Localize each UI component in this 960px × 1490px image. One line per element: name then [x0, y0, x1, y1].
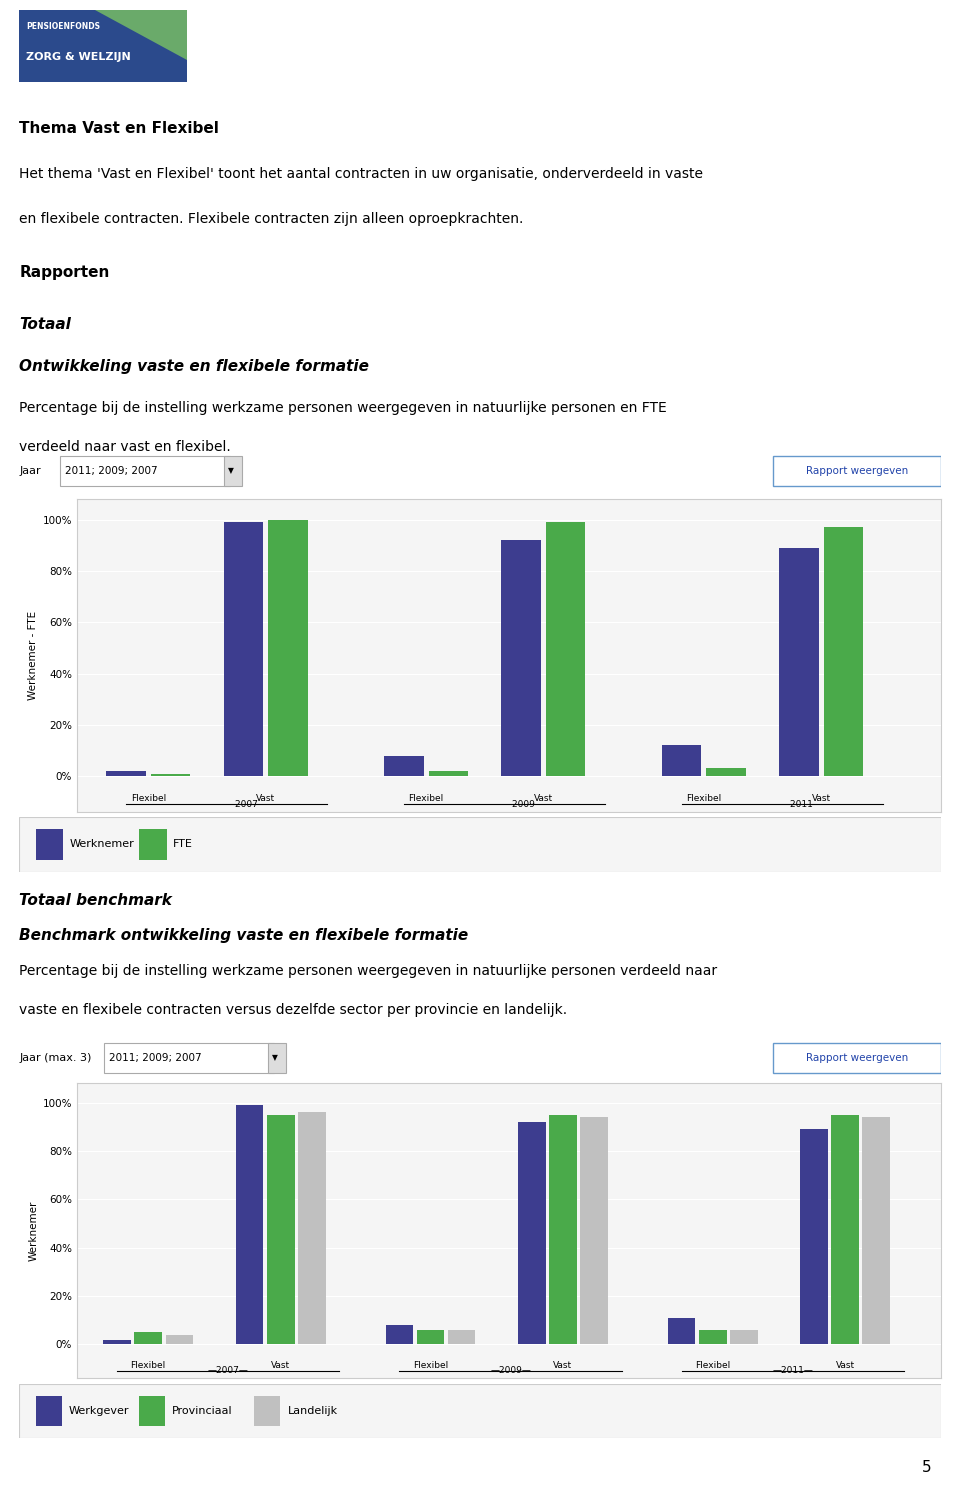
Bar [707, 769, 746, 776]
Bar [236, 1106, 263, 1344]
Bar [580, 1118, 608, 1344]
Text: ▼: ▼ [272, 1053, 277, 1062]
Bar [298, 1112, 325, 1344]
Text: Benchmark ontwikkeling vaste en flexibele formatie: Benchmark ontwikkeling vaste en flexibel… [19, 928, 468, 943]
Text: Rapporten: Rapporten [19, 265, 109, 280]
Bar [268, 520, 307, 776]
Bar [546, 522, 586, 776]
Bar [36, 828, 63, 860]
Bar [151, 773, 190, 776]
Text: Vast: Vast [835, 1362, 854, 1371]
Text: —2007—: —2007— [226, 800, 267, 809]
Text: PENSIOENFONDS: PENSIOENFONDS [26, 22, 100, 31]
Text: Het thema 'Vast en Flexibel' toont het aantal contracten in uw organisatie, onde: Het thema 'Vast en Flexibel' toont het a… [19, 167, 703, 180]
Text: en flexibele contracten. Flexibele contracten zijn alleen oproepkrachten.: en flexibele contracten. Flexibele contr… [19, 213, 523, 226]
Text: ZORG & WELZIJN: ZORG & WELZIJN [26, 52, 131, 63]
Text: Vast: Vast [256, 794, 276, 803]
Text: Jaar (max. 3): Jaar (max. 3) [19, 1053, 91, 1062]
Bar [773, 456, 941, 486]
Bar [699, 1331, 727, 1344]
Bar [139, 828, 167, 860]
Bar [824, 527, 863, 776]
Bar [104, 1340, 131, 1344]
Text: Vast: Vast [534, 794, 553, 803]
Text: Provinciaal: Provinciaal [172, 1407, 233, 1416]
Text: Flexibel: Flexibel [686, 794, 722, 803]
Bar [134, 1332, 162, 1344]
Text: Vast: Vast [553, 1362, 572, 1371]
Bar [417, 1331, 444, 1344]
Bar [801, 1129, 828, 1344]
Polygon shape [95, 10, 187, 61]
Text: Jaar: Jaar [19, 466, 41, 475]
Bar [224, 522, 263, 776]
Text: Rapport weergeven: Rapport weergeven [805, 1053, 908, 1062]
Bar [518, 1122, 545, 1344]
Bar [36, 1396, 61, 1426]
Text: —2011—: —2011— [781, 800, 823, 809]
Text: Percentage bij de instelling werkzame personen weergegeven in natuurlijke person: Percentage bij de instelling werkzame pe… [19, 401, 667, 416]
Text: Thema Vast en Flexibel: Thema Vast en Flexibel [19, 121, 219, 137]
Text: Flexibel: Flexibel [408, 794, 444, 803]
Text: Vast: Vast [271, 1362, 290, 1371]
Text: 2011; 2009; 2007: 2011; 2009; 2007 [65, 466, 157, 475]
Text: 5: 5 [922, 1460, 931, 1475]
Text: —2011—: —2011— [773, 1366, 813, 1375]
Text: Rapport weergeven: Rapport weergeven [805, 466, 908, 475]
Y-axis label: Werknemer - FTE: Werknemer - FTE [28, 611, 38, 700]
Bar [447, 1331, 475, 1344]
Text: FTE: FTE [173, 839, 193, 849]
Text: Totaal benchmark: Totaal benchmark [19, 893, 172, 907]
Text: Ontwikkeling vaste en flexibele formatie: Ontwikkeling vaste en flexibele formatie [19, 359, 370, 374]
Text: ▼: ▼ [228, 466, 233, 475]
Bar [384, 755, 423, 776]
Text: —2007—: —2007— [208, 1366, 249, 1375]
Text: Flexibel: Flexibel [131, 1362, 166, 1371]
Bar [254, 1396, 280, 1426]
Bar [139, 1396, 165, 1426]
Text: Totaal: Totaal [19, 317, 71, 332]
Bar [661, 745, 702, 776]
Bar [549, 1115, 577, 1344]
Bar [268, 1043, 286, 1073]
Text: Vast: Vast [811, 794, 830, 803]
Text: —2009—: —2009— [491, 1366, 531, 1375]
Y-axis label: Werknemer: Werknemer [28, 1201, 38, 1261]
Bar [428, 770, 468, 776]
Bar [501, 541, 540, 776]
Text: Landelijk: Landelijk [287, 1407, 338, 1416]
Text: Flexibel: Flexibel [695, 1362, 731, 1371]
Text: vaste en flexibele contracten versus dezelfde sector per provincie en landelijk.: vaste en flexibele contracten versus dez… [19, 1003, 567, 1016]
Bar [104, 1043, 275, 1073]
Bar [773, 1043, 941, 1073]
Text: verdeeld naar vast en flexibel.: verdeeld naar vast en flexibel. [19, 440, 231, 454]
Bar [224, 456, 242, 486]
Bar [107, 770, 146, 776]
Text: Flexibel: Flexibel [131, 794, 166, 803]
Text: 2011; 2009; 2007: 2011; 2009; 2007 [108, 1053, 202, 1062]
Bar [386, 1325, 413, 1344]
Bar [60, 456, 230, 486]
Bar [668, 1317, 695, 1344]
Bar [267, 1115, 295, 1344]
Text: —2009—: —2009— [504, 800, 544, 809]
Bar [831, 1115, 859, 1344]
Bar [730, 1331, 757, 1344]
Text: Flexibel: Flexibel [413, 1362, 448, 1371]
Text: Werkgever: Werkgever [69, 1407, 130, 1416]
Bar [780, 548, 819, 776]
Text: Werknemer: Werknemer [70, 839, 134, 849]
Bar [862, 1118, 890, 1344]
Text: Percentage bij de instelling werkzame personen weergegeven in natuurlijke person: Percentage bij de instelling werkzame pe… [19, 964, 717, 977]
Bar [165, 1335, 193, 1344]
